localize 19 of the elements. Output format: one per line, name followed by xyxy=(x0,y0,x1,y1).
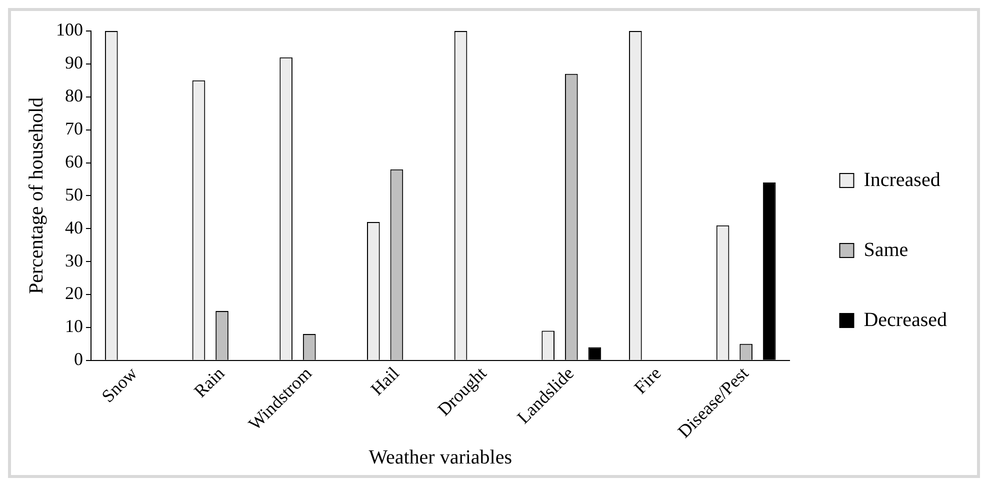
legend-label: Increased xyxy=(864,168,940,191)
x-axis-title: Weather variables xyxy=(368,446,512,468)
y-tick-label: 30 xyxy=(65,250,83,270)
y-tick-label: 10 xyxy=(65,316,83,336)
y-tick-label: 100 xyxy=(56,20,83,40)
legend-label: Decreased xyxy=(864,308,948,331)
x-tick-label: Rain xyxy=(190,363,228,402)
y-tick-label: 60 xyxy=(65,151,83,172)
y-tick-label: 40 xyxy=(65,217,83,238)
y-tick-label: 50 xyxy=(65,184,83,204)
x-tick-label: Hail xyxy=(366,363,403,400)
y-tick-label: 70 xyxy=(65,118,83,139)
y-tick-label: 90 xyxy=(65,52,83,73)
legend-label: Same xyxy=(864,238,908,261)
y-tick-label: 20 xyxy=(65,283,83,304)
y-axis-title: Percentage of household xyxy=(25,97,48,294)
y-tick-label: 0 xyxy=(74,349,83,370)
y-tick-label: 80 xyxy=(65,86,83,106)
x-tick-label: Fire xyxy=(630,363,665,398)
